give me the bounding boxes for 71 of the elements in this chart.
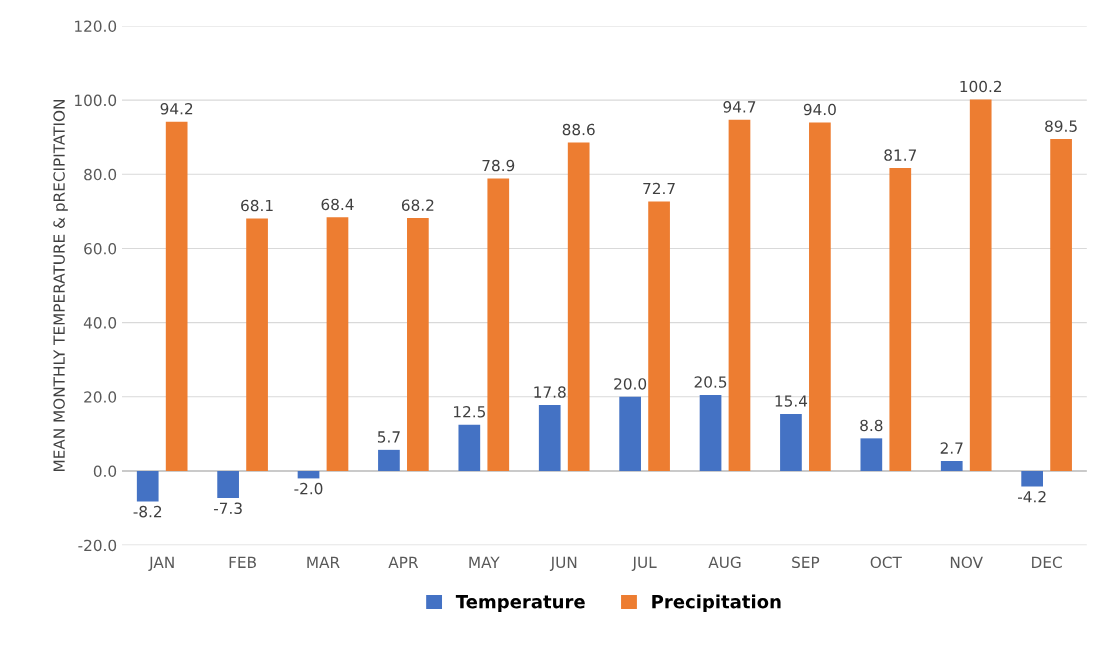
bar [969, 99, 992, 471]
x-tick-label: OCT [870, 556, 902, 569]
bar [728, 119, 751, 471]
x-tick-label: JAN [148, 556, 174, 571]
y-tick-label: 40.0 [83, 317, 117, 329]
data-label: 17.8 [534, 386, 566, 398]
data-label: 12.5 [454, 405, 485, 418]
data-label: 78.9 [482, 159, 515, 172]
y-tick-label: 0.0 [93, 465, 117, 478]
data-label: -7.3 [213, 502, 242, 515]
legend-label: Precipitation [652, 594, 781, 612]
data-label: -2.0 [294, 482, 323, 495]
data-label: 20.0 [614, 378, 647, 390]
y-axis-title: MEAN MONTHLY TEMPERATURE & pRECIPITATION [53, 100, 68, 472]
y-tick-label: -20.0 [78, 539, 117, 552]
y-tick-label: 120.0 [75, 20, 117, 32]
y-tick-label: 80.0 [84, 168, 117, 181]
y-tick-label: 20.0 [84, 391, 117, 403]
bar [860, 438, 883, 471]
data-label: 2.7 [940, 442, 963, 454]
data-label: 94.0 [803, 103, 836, 116]
bar [780, 413, 802, 471]
data-label: 20.5 [694, 376, 727, 388]
y-tick-label: 100.0 [75, 94, 117, 107]
data-label: 94.7 [723, 101, 756, 113]
bar [217, 470, 239, 499]
x-tick-label: MAY [469, 556, 500, 568]
bar [297, 470, 320, 479]
bar [699, 394, 722, 471]
x-tick-label: DEC [1032, 556, 1062, 569]
y-tick-label: 60.0 [84, 242, 117, 255]
bar [1050, 139, 1072, 471]
bar [648, 201, 670, 471]
data-label: 88.6 [562, 123, 595, 136]
bar [567, 142, 590, 471]
bar [165, 121, 188, 471]
x-tick-label: NOV [950, 556, 983, 569]
data-label: 81.7 [884, 149, 916, 161]
bar [809, 122, 831, 471]
bar [889, 168, 912, 471]
legend-label: Temperature [455, 595, 585, 612]
bar [326, 217, 349, 471]
data-label: -4.2 [1017, 491, 1046, 503]
data-label: 72.7 [643, 182, 675, 195]
bar [487, 178, 510, 471]
bar [940, 460, 963, 471]
data-label: 8.8 [860, 419, 883, 432]
x-tick-label: JUL [631, 556, 657, 571]
x-tick-label: FEB [229, 556, 256, 568]
x-tick-label: AUG [708, 556, 741, 569]
data-label: 68.2 [401, 199, 434, 211]
data-label: 5.7 [377, 431, 400, 443]
x-tick-label: APR [388, 556, 419, 568]
x-tick-label: SEP [792, 556, 820, 569]
bar [619, 396, 641, 471]
bar [407, 218, 429, 471]
bar [378, 449, 400, 471]
x-tick-label: MAR [307, 556, 340, 568]
data-label: 68.4 [321, 198, 354, 211]
data-label: 68.1 [241, 199, 273, 212]
bar [538, 404, 561, 471]
data-label: 89.5 [1045, 120, 1077, 132]
x-tick-label: JUN [549, 556, 577, 571]
bar [136, 470, 159, 502]
bar [458, 424, 481, 471]
bar [246, 218, 268, 471]
bar [1021, 470, 1043, 487]
data-label: 94.2 [160, 102, 193, 115]
data-label: -8.2 [133, 505, 162, 518]
data-label: 15.4 [775, 395, 808, 407]
data-label: 100.2 [960, 80, 1002, 93]
